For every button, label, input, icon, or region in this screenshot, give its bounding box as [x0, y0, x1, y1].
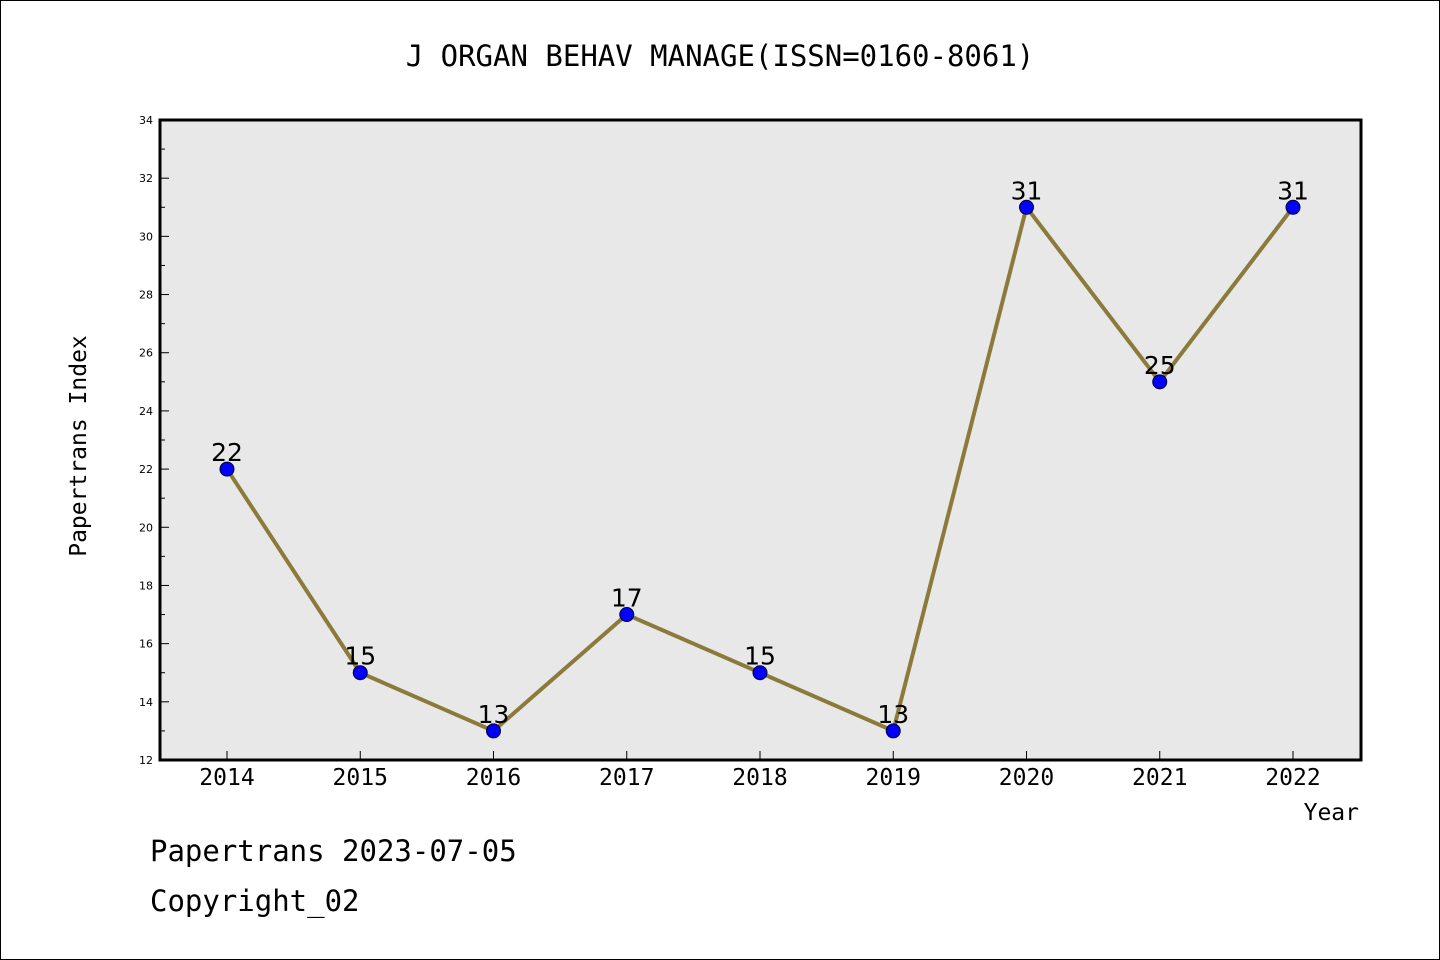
chart-title: J ORGAN BEHAV MANAGE(ISSN=0160-8061) — [406, 39, 1035, 73]
x-tick-label: 2021 — [1132, 765, 1187, 791]
y-tick-label: 24 — [139, 405, 153, 418]
x-tick-label: 2019 — [866, 765, 921, 791]
footer-date: Papertrans 2023-07-05 — [150, 834, 517, 868]
y-tick-label: 20 — [139, 521, 153, 534]
data-point — [352, 665, 368, 681]
y-tick-label: 14 — [139, 696, 153, 709]
y-axis: 12 14 16 18 20 22 24 26 28 30 32 34 — [139, 114, 169, 767]
data-label: 31 — [1277, 176, 1309, 205]
data-point — [1152, 374, 1168, 390]
y-tick-label: 22 — [139, 463, 153, 476]
y-tick-label: 26 — [139, 347, 153, 360]
data-point — [486, 723, 501, 739]
data-point — [1285, 199, 1301, 215]
y-tick-label: 28 — [139, 289, 153, 302]
y-tick-label: 18 — [139, 579, 153, 592]
data-point — [219, 461, 235, 477]
x-tick-label: 2014 — [199, 765, 254, 791]
plot-area — [158, 118, 1363, 762]
x-tick-label: 2016 — [466, 765, 521, 791]
y-tick-label: 34 — [139, 114, 153, 127]
data-label: 13 — [478, 700, 510, 729]
data-label: 13 — [877, 700, 909, 729]
x-tick-label: 2020 — [999, 765, 1054, 791]
y-tick-label: 12 — [139, 754, 153, 767]
y-axis-label: Papertrans Index — [66, 335, 92, 557]
y-tick-label: 32 — [139, 172, 153, 185]
data-point — [885, 723, 901, 739]
x-axis: 2014 2015 2016 2017 2018 2019 2020 2021 2022 — [199, 751, 1321, 791]
x-tick-label: 2022 — [1265, 765, 1320, 791]
x-tick-label: 2018 — [732, 765, 787, 791]
data-label: 22 — [211, 438, 243, 467]
y-tick-label: 30 — [139, 230, 153, 243]
data-label: 17 — [611, 584, 643, 613]
data-point — [619, 607, 635, 623]
series-group: 22 15 13 17 15 13 31 25 31 — [211, 176, 1309, 739]
y-tick-label: 16 — [139, 638, 153, 651]
data-label: 15 — [744, 642, 776, 671]
x-tick-label: 2015 — [333, 765, 388, 791]
data-point — [1019, 199, 1034, 215]
data-label: 31 — [1011, 176, 1043, 205]
x-axis-label: Year — [1304, 800, 1359, 826]
data-label: 25 — [1144, 351, 1176, 380]
data-point — [752, 665, 768, 681]
data-label: 15 — [344, 642, 376, 671]
footer-copyright: Copyright_02 — [150, 884, 360, 918]
x-tick-label: 2017 — [599, 765, 654, 791]
